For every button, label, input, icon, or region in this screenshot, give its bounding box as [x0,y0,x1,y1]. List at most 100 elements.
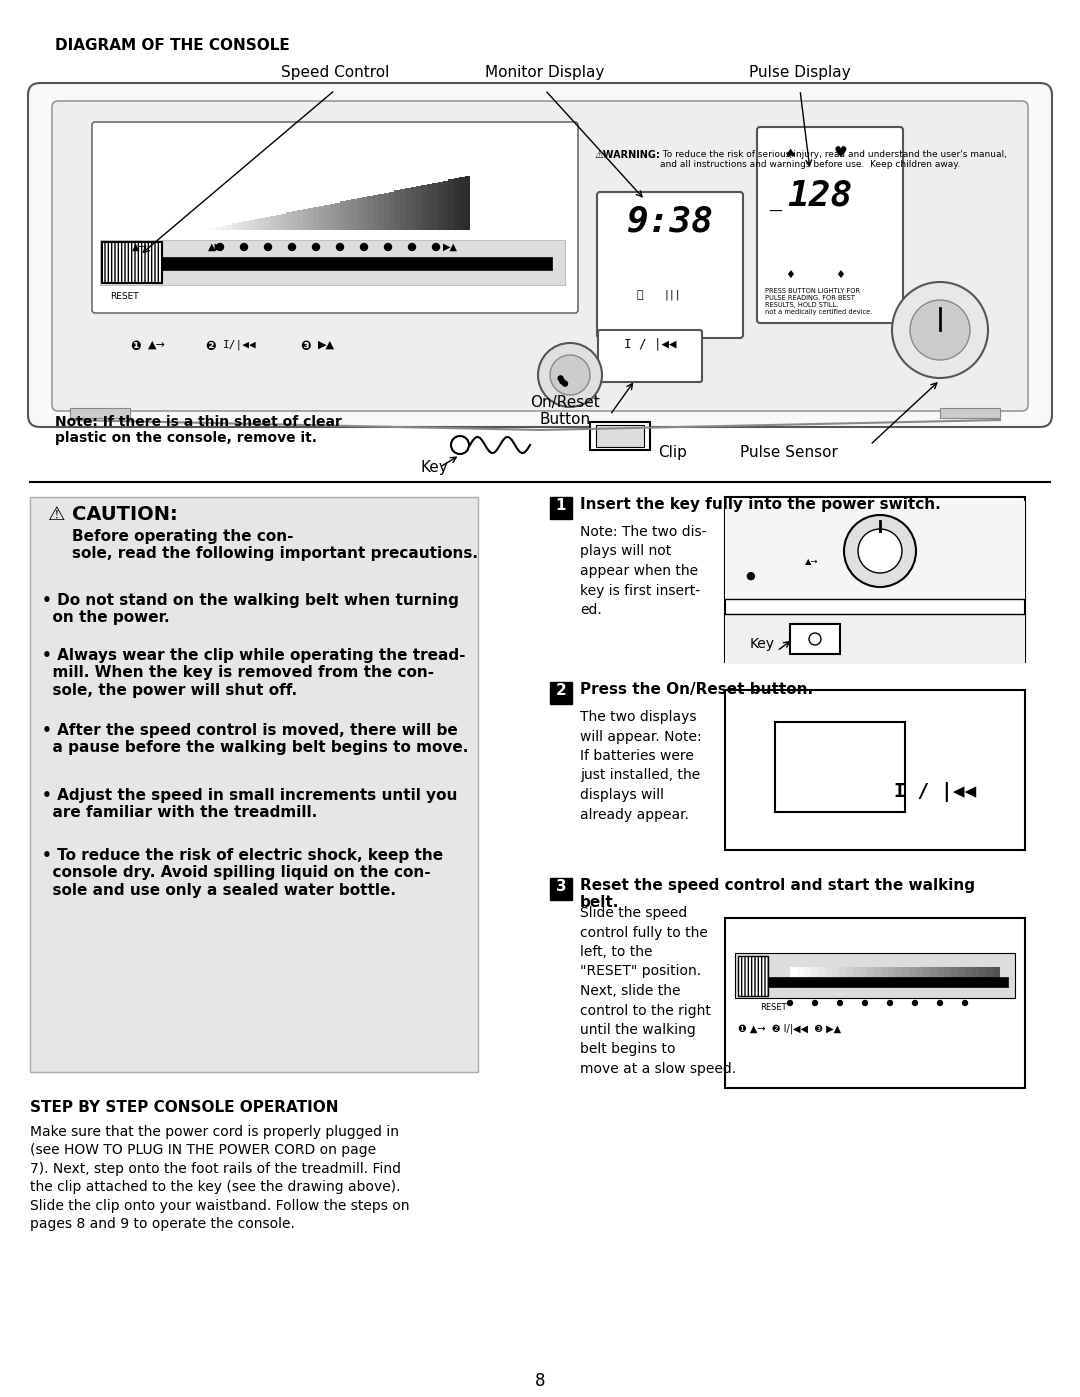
Text: Insert the key fully into the power switch.: Insert the key fully into the power swit… [580,497,941,511]
Bar [443,180,448,231]
Bar [211,228,216,231]
Text: —: — [768,205,782,219]
Text: ●: ● [745,571,755,581]
Bar [888,967,895,985]
Bar [400,190,405,231]
Bar [768,977,1008,988]
Bar [248,221,254,231]
FancyBboxPatch shape [28,82,1052,427]
Text: ⚠WARNING:: ⚠WARNING: [595,149,661,161]
Text: Clip: Clip [658,446,687,460]
Text: ▲▶: ▲▶ [207,242,222,251]
Text: Make sure that the power cord is properly plugged in
(see HOW TO PLUG IN THE POW: Make sure that the power cord is properl… [30,1125,409,1231]
Bar [216,226,221,231]
Text: • Always wear the clip while operating the tread-
  mill. When the key is remove: • Always wear the clip while operating t… [42,648,465,697]
Text: ♦: ♦ [785,270,795,279]
Circle shape [558,376,563,381]
Bar [281,214,286,231]
Text: 9:38: 9:38 [626,205,714,239]
Circle shape [837,1000,842,1006]
Circle shape [451,436,469,454]
Bar [313,207,319,231]
Text: Monitor Display: Monitor Display [485,66,605,80]
Circle shape [538,344,602,407]
Bar [416,186,421,231]
Bar [270,215,275,231]
Circle shape [809,633,821,645]
Text: ▲→: ▲→ [148,339,166,351]
Text: 1: 1 [556,497,566,513]
Bar [895,967,902,985]
Bar [329,204,335,231]
Circle shape [216,243,224,250]
Circle shape [312,243,320,250]
Bar [846,967,853,985]
Bar [725,502,1025,599]
Bar [958,967,966,985]
Bar [725,918,1025,1088]
FancyBboxPatch shape [757,127,903,323]
Bar [454,179,459,231]
Bar [993,967,1000,985]
Text: DIAGRAM OF THE CONSOLE: DIAGRAM OF THE CONSOLE [55,38,289,53]
Text: • To reduce the risk of electric shock, keep the
  console dry. Avoid spilling l: • To reduce the risk of electric shock, … [42,848,443,898]
Bar [735,953,1015,997]
Bar [940,408,1000,418]
Bar [421,184,427,231]
Circle shape [863,1000,867,1006]
Circle shape [962,1000,968,1006]
Text: The two displays
will appear. Note:
If batteries were
just installed, the
displa: The two displays will appear. Note: If b… [580,710,702,821]
Text: ♦: ♦ [835,270,845,279]
Circle shape [913,1000,918,1006]
Text: ❶ ▲→  ❷ I/|◀◀  ❸ ▶▲: ❶ ▲→ ❷ I/|◀◀ ❸ ▶▲ [738,1023,841,1034]
Text: To reduce the risk of serious injury, read and understand the user's manual,
and: To reduce the risk of serious injury, re… [660,149,1007,169]
Bar [362,197,367,231]
Bar [340,201,346,231]
Bar [297,210,302,231]
Bar [775,722,905,812]
Bar [725,497,1025,662]
Bar [100,240,565,285]
Bar [367,196,373,231]
Bar [725,615,1025,664]
Bar [162,257,552,270]
Circle shape [843,515,916,587]
Bar [881,967,888,985]
Bar [937,967,944,985]
Text: • Do not stand on the walking belt when turning
  on the power.: • Do not stand on the walking belt when … [42,592,459,626]
FancyBboxPatch shape [550,497,572,520]
Bar [324,205,329,231]
Text: ▲→: ▲→ [805,557,819,566]
Text: On/Reset
Button: On/Reset Button [530,395,599,427]
Bar [725,690,1025,849]
Bar [292,211,297,231]
Circle shape [937,1000,943,1006]
FancyBboxPatch shape [30,497,478,1071]
Bar [825,967,832,985]
Bar [410,187,416,231]
Text: CAUTION:: CAUTION: [72,504,178,524]
Text: ♥: ♥ [833,145,847,161]
Bar [432,183,437,231]
Bar [590,422,650,450]
Circle shape [563,381,567,386]
Bar [335,203,340,231]
Text: 8: 8 [535,1372,545,1390]
Bar [867,967,874,985]
Circle shape [858,529,902,573]
Circle shape [265,243,271,250]
Bar [978,967,986,985]
Text: 128: 128 [787,177,852,212]
Bar [464,176,470,231]
Text: Before operating the con-
sole, read the following important precautions.: Before operating the con- sole, read the… [72,529,478,562]
Bar [308,208,313,231]
Bar [596,425,644,447]
FancyBboxPatch shape [92,122,578,313]
Bar [972,967,978,985]
Text: Press the On/Reset button.: Press the On/Reset button. [580,682,813,697]
Text: ▲→: ▲→ [132,242,148,251]
Bar [853,967,860,985]
Text: 3: 3 [556,879,566,894]
Bar [874,967,881,985]
Text: Reset the speed control and start the walking
belt.: Reset the speed control and start the wa… [580,877,975,911]
